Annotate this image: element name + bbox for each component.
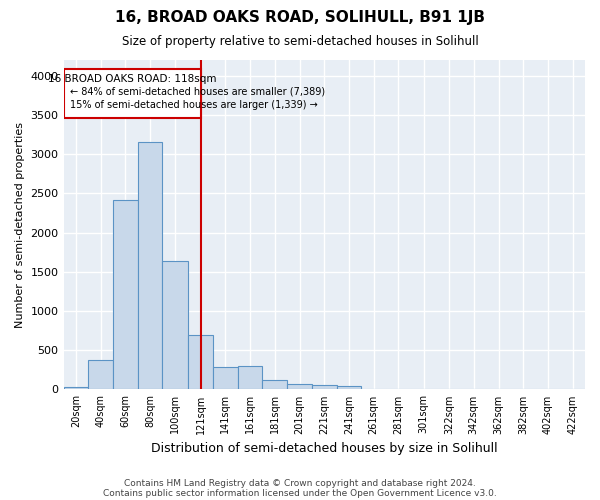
Bar (113, 200, 137, 390)
Bar (262, 380, 287, 390)
Y-axis label: Number of semi-detached properties: Number of semi-detached properties (15, 122, 25, 328)
Text: 16, BROAD OAKS ROAD, SOLIHULL, B91 1JB: 16, BROAD OAKS ROAD, SOLIHULL, B91 1JB (115, 10, 485, 25)
Bar (163, 261, 188, 390)
Text: Contains HM Land Registry data © Crown copyright and database right 2024.: Contains HM Land Registry data © Crown c… (124, 478, 476, 488)
Bar (88, 360, 113, 390)
Bar (188, 334, 213, 390)
Bar (137, 142, 163, 390)
Bar (213, 366, 238, 390)
Bar (287, 384, 312, 390)
X-axis label: Distribution of semi-detached houses by size in Solihull: Distribution of semi-detached houses by … (151, 442, 497, 455)
Text: Contains public sector information licensed under the Open Government Licence v3: Contains public sector information licen… (103, 488, 497, 498)
Text: Size of property relative to semi-detached houses in Solihull: Size of property relative to semi-detach… (122, 35, 478, 48)
Bar (64, 388, 88, 390)
FancyBboxPatch shape (64, 70, 201, 118)
Bar (337, 386, 361, 390)
Bar (238, 366, 262, 390)
Text: 16 BROAD OAKS ROAD: 118sqm: 16 BROAD OAKS ROAD: 118sqm (48, 74, 217, 84)
Text: 15% of semi-detached houses are larger (1,339) →: 15% of semi-detached houses are larger (… (70, 100, 317, 110)
Text: ← 84% of semi-detached houses are smaller (7,389): ← 84% of semi-detached houses are smalle… (70, 86, 325, 97)
Bar (312, 385, 337, 390)
